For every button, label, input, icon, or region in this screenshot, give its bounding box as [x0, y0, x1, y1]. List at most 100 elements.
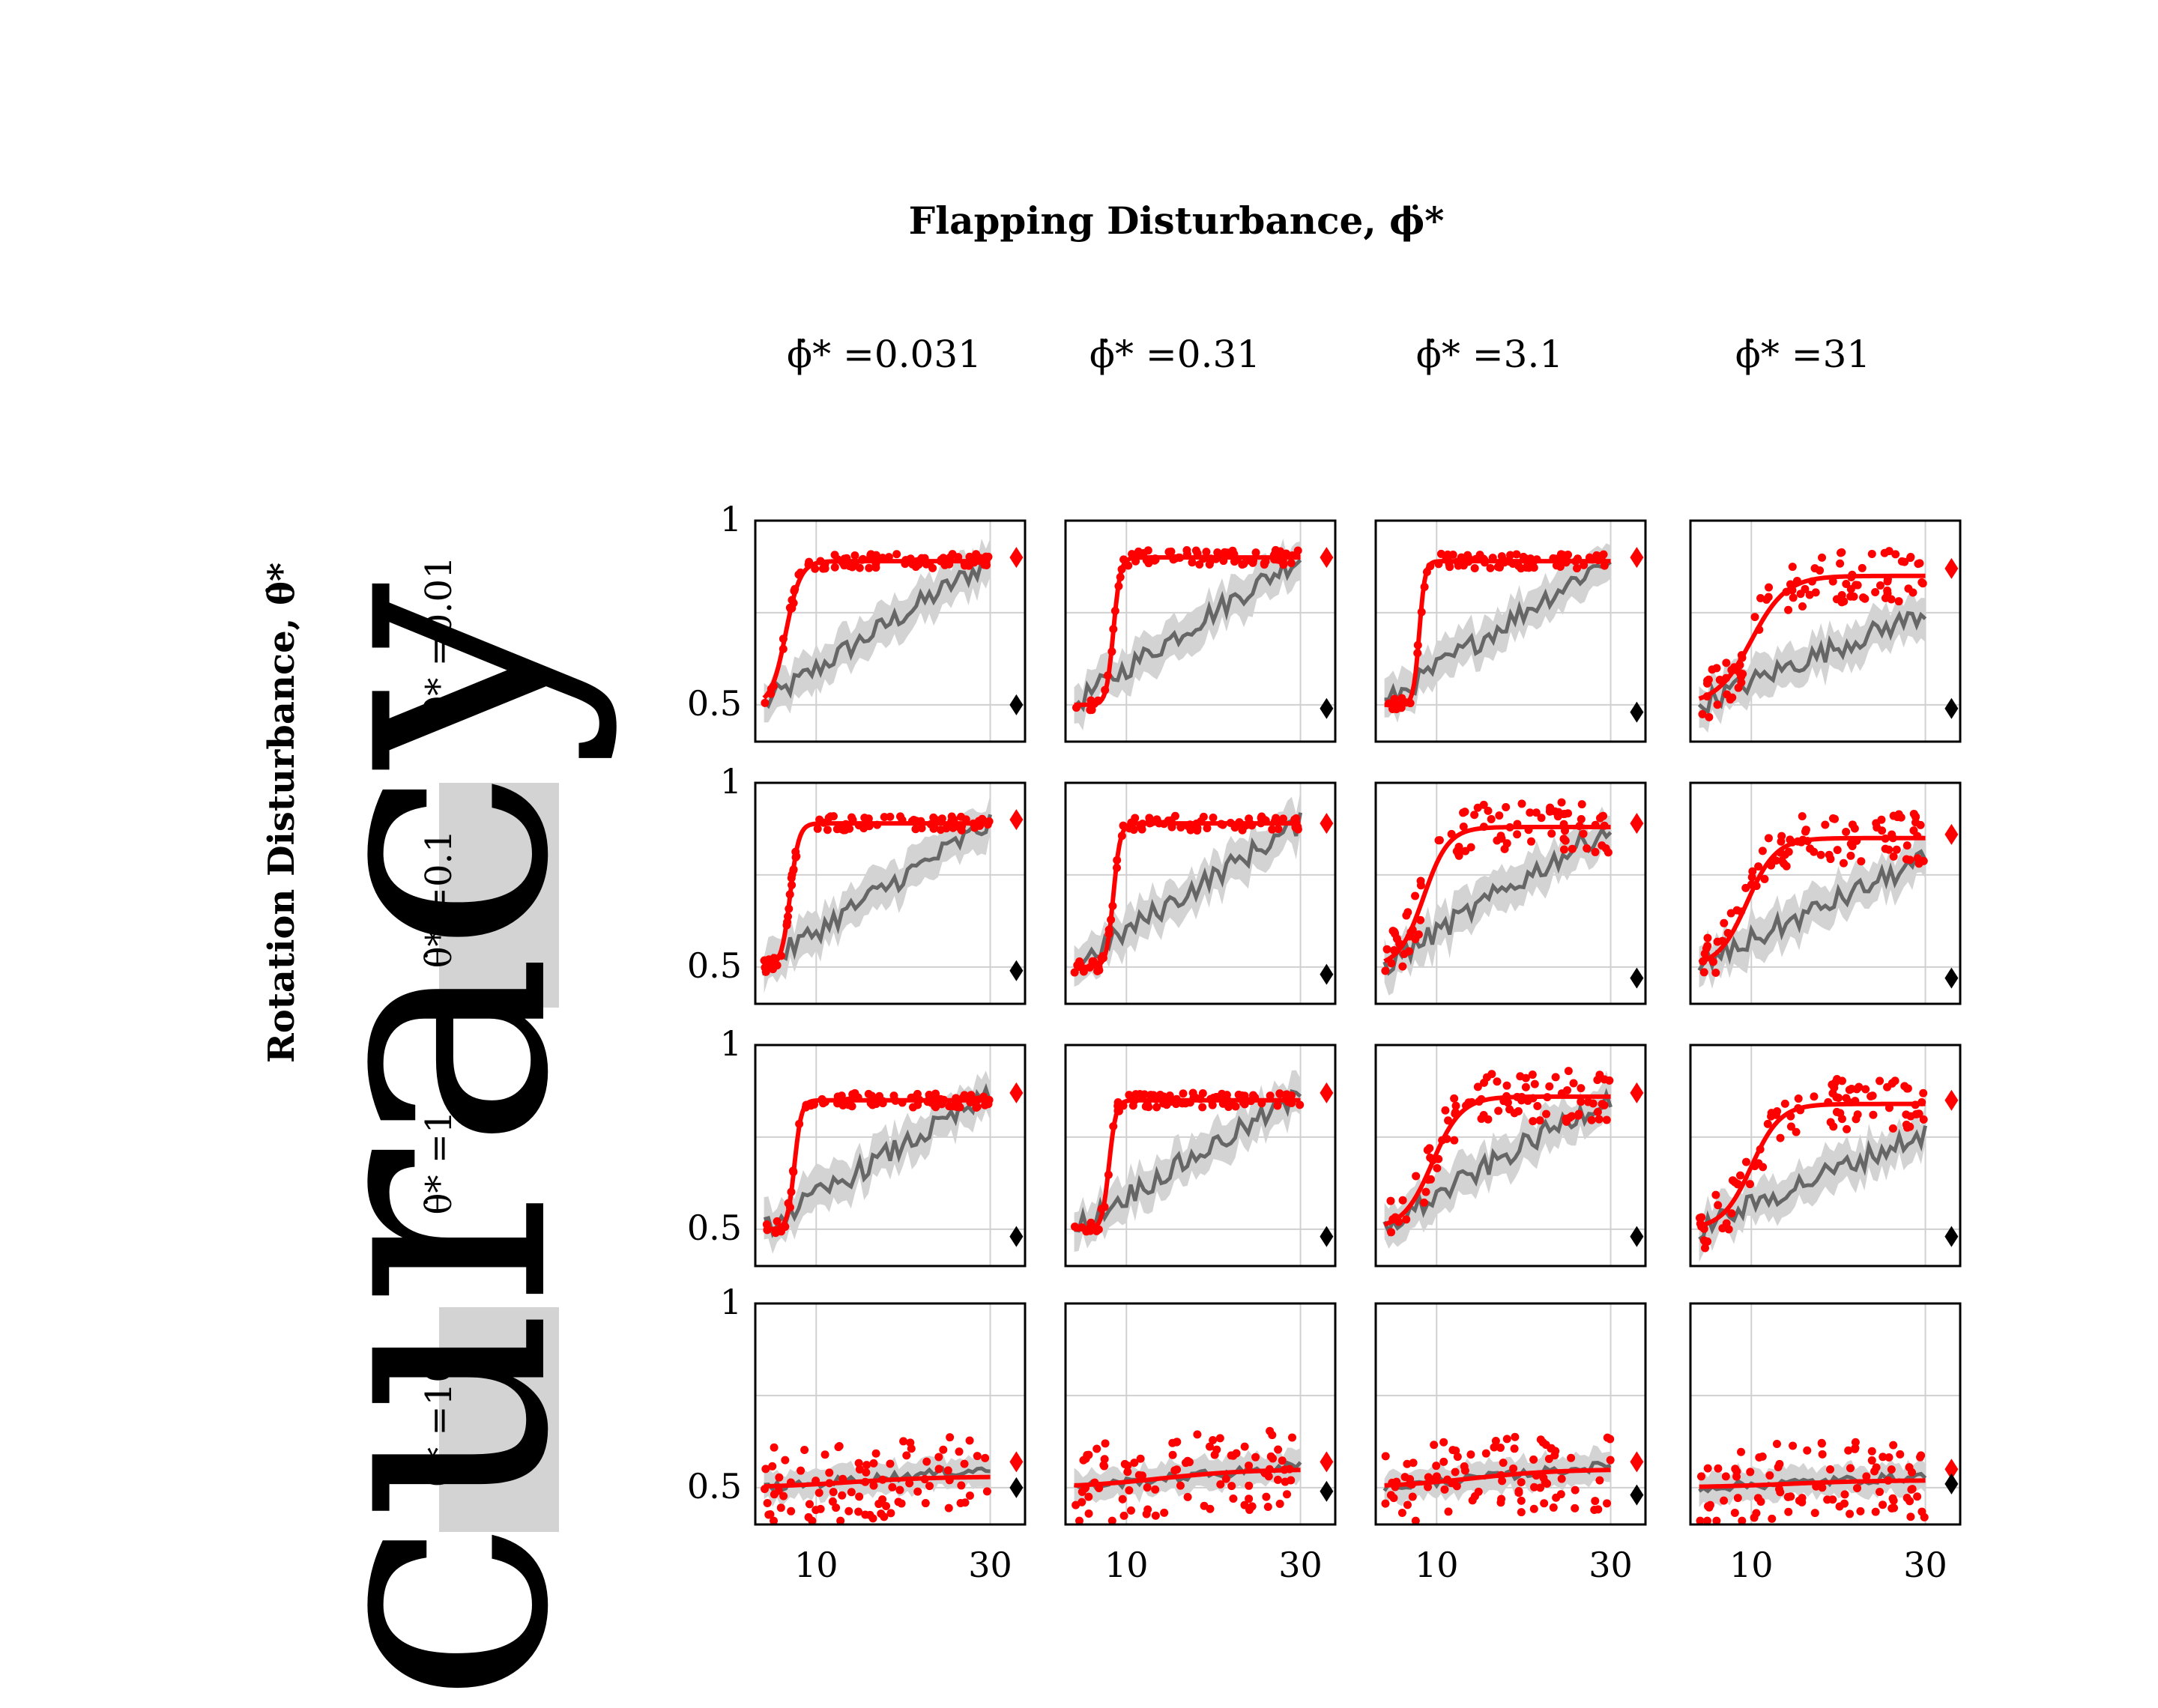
black-diamond	[1009, 694, 1024, 715]
red-dot	[1263, 1502, 1272, 1511]
black-diamond	[1630, 1226, 1644, 1247]
red-dot	[1789, 593, 1798, 602]
gray-line	[1697, 849, 1927, 972]
red-dot	[895, 1486, 904, 1494]
red-dot	[1499, 1459, 1508, 1468]
red-dot	[835, 1442, 844, 1451]
panel-3-3: 10 30	[1689, 1302, 1962, 1585]
col-header-0: ϕ̇* =0.031	[787, 333, 982, 376]
panel-frame	[1064, 519, 1337, 743]
red-dot	[1876, 1076, 1885, 1085]
red-dot	[1398, 1196, 1407, 1205]
red-dot	[1561, 836, 1570, 845]
red-dot	[867, 1091, 876, 1100]
panel-1-2	[1374, 781, 1647, 1005]
red-dot	[1557, 1474, 1566, 1483]
red-dot	[1902, 841, 1911, 850]
panel-3-2: 10 30	[1374, 1302, 1647, 1585]
red-dot	[1517, 1508, 1526, 1517]
panel-0-1	[1064, 519, 1337, 743]
x-tick-label: 30	[1278, 1545, 1323, 1585]
red-dot	[1721, 1472, 1730, 1481]
red-dot	[1530, 1079, 1539, 1088]
red-dot	[1087, 706, 1096, 715]
red-dot	[1894, 597, 1903, 606]
red-dot	[1705, 712, 1714, 721]
red-dot	[1118, 1494, 1127, 1503]
red-dot	[829, 1488, 838, 1497]
gray-band	[764, 795, 991, 994]
red-dot	[978, 814, 987, 823]
red-dot	[1603, 1433, 1612, 1442]
red-dot	[1075, 1516, 1083, 1525]
red-dot	[1879, 1500, 1888, 1509]
red-dot	[820, 1450, 829, 1459]
red-dot	[1436, 549, 1445, 558]
red-dot	[768, 1462, 777, 1471]
red-dot	[1160, 1508, 1169, 1517]
red-dot	[1703, 942, 1712, 951]
red-dot	[1461, 847, 1470, 855]
red-dot	[1897, 557, 1906, 566]
red-dot	[1550, 1451, 1559, 1460]
red-dot	[1587, 1115, 1596, 1124]
red-dot	[1403, 908, 1412, 917]
panel-1-3	[1689, 781, 1962, 1005]
red-dot	[1433, 1163, 1442, 1172]
red-dot	[1836, 1109, 1845, 1118]
red-dot	[1780, 1099, 1789, 1108]
red-dot	[1595, 1476, 1604, 1485]
red-dot	[1788, 563, 1797, 572]
black-diamond	[1320, 963, 1334, 985]
gray-line	[762, 814, 992, 977]
gray-line	[1074, 1088, 1302, 1236]
red-dot	[1510, 1109, 1519, 1118]
red-dot	[1593, 1107, 1602, 1116]
red-fit-line	[1699, 1478, 1926, 1489]
red-diamond	[1009, 1451, 1024, 1473]
red-diamond	[1630, 813, 1644, 835]
red-dot	[1908, 588, 1917, 597]
red-dot	[770, 1516, 779, 1525]
red-dot	[1579, 829, 1588, 838]
red-dot	[1238, 826, 1247, 835]
red-dot	[1245, 1494, 1254, 1503]
red-dot	[1137, 1471, 1146, 1480]
red-dot	[936, 826, 945, 835]
red-dot	[1130, 1459, 1139, 1468]
red-dot	[1274, 825, 1283, 834]
red-dot	[1571, 1503, 1580, 1512]
red-dot	[862, 1461, 871, 1470]
red-fit-line	[1383, 1094, 1611, 1227]
red-dot	[1753, 1494, 1762, 1503]
red-dot	[1604, 848, 1613, 857]
red-dot	[825, 1468, 834, 1477]
red-dot	[1722, 658, 1731, 667]
red-dot	[928, 563, 937, 572]
red-dot	[1855, 1082, 1864, 1091]
red-dot	[836, 1516, 845, 1525]
row-label-1: θ̇* =0.1	[418, 830, 460, 969]
red-dot	[770, 1443, 779, 1452]
red-dot	[844, 1506, 853, 1515]
red-dot	[1700, 1244, 1709, 1253]
red-dot	[1915, 559, 1924, 568]
red-dot	[1509, 1464, 1518, 1473]
red-dot	[1251, 548, 1260, 557]
red-dot	[1536, 1483, 1545, 1492]
red-dot	[1837, 548, 1846, 557]
red-dot	[1459, 808, 1468, 817]
red-dot	[1510, 1444, 1519, 1453]
red-dot	[1521, 1082, 1530, 1091]
red-dot	[1889, 852, 1898, 861]
red-dot	[921, 1499, 930, 1508]
red-dot	[1703, 933, 1712, 942]
red-dot	[811, 1506, 820, 1515]
red-fit-line	[1074, 821, 1301, 969]
red-dot	[832, 1503, 841, 1512]
red-dot	[1567, 1453, 1576, 1462]
red-dot	[1577, 815, 1586, 824]
red-dot	[1765, 583, 1774, 592]
red-dot	[1545, 1082, 1554, 1091]
red-dot	[842, 824, 851, 833]
